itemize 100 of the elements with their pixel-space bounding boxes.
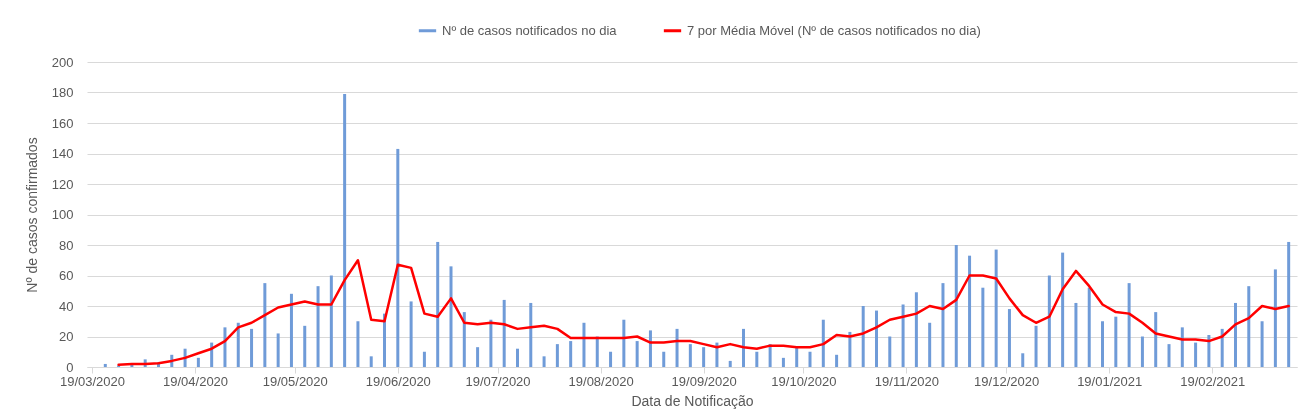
bar bbox=[343, 94, 347, 367]
bar bbox=[276, 333, 280, 367]
y-axis-title: Nº de casos confirmados bbox=[23, 137, 40, 293]
bar bbox=[1047, 275, 1051, 367]
bar bbox=[874, 310, 878, 367]
bar bbox=[1034, 325, 1038, 367]
bar bbox=[436, 241, 440, 367]
bar bbox=[954, 245, 958, 367]
bar bbox=[835, 354, 839, 367]
bar bbox=[941, 283, 945, 367]
bar bbox=[462, 312, 466, 367]
bar bbox=[329, 275, 333, 367]
bar bbox=[289, 293, 293, 367]
y-tick-label: 160 bbox=[51, 115, 74, 131]
bar bbox=[303, 325, 307, 367]
bar bbox=[662, 351, 666, 367]
bar bbox=[755, 351, 759, 367]
line-series bbox=[117, 259, 1290, 366]
x-axis-title: Data de Notificação bbox=[631, 392, 754, 409]
x-tick-label: 19/07/2020 bbox=[465, 373, 531, 389]
y-tick-label: 120 bbox=[51, 176, 74, 192]
x-tick-label: 19/08/2020 bbox=[568, 373, 634, 389]
bar bbox=[928, 322, 932, 367]
bar bbox=[422, 351, 426, 367]
bar bbox=[489, 319, 493, 367]
bar bbox=[1194, 342, 1198, 367]
bar bbox=[994, 249, 998, 367]
legend-label: 7 por Média Móvel (Nº de casos notificados no dia) bbox=[687, 22, 981, 38]
x-tick-label: 19/12/2020 bbox=[974, 373, 1040, 389]
bar bbox=[396, 148, 400, 367]
bar bbox=[1180, 327, 1184, 367]
y-tick-label: 60 bbox=[59, 268, 74, 283]
y-tick-label: 100 bbox=[51, 207, 74, 222]
bar bbox=[316, 286, 320, 367]
bar bbox=[1087, 287, 1091, 367]
bar bbox=[861, 306, 865, 367]
y-tick-label: 0 bbox=[66, 359, 74, 375]
bar bbox=[1233, 302, 1237, 367]
bar bbox=[609, 351, 613, 367]
y-tick-label: 40 bbox=[59, 298, 74, 314]
bar bbox=[728, 360, 732, 367]
bar bbox=[476, 347, 480, 367]
bar bbox=[1154, 312, 1158, 367]
bar bbox=[622, 319, 626, 367]
bar bbox=[1021, 353, 1025, 367]
bar bbox=[648, 330, 652, 367]
x-tick-label: 19/11/2020 bbox=[874, 373, 939, 389]
x-tick-label: 19/06/2020 bbox=[365, 373, 431, 389]
x-tick-label: 19/10/2020 bbox=[771, 373, 837, 389]
bar bbox=[1167, 344, 1171, 367]
bar bbox=[529, 302, 533, 367]
bar bbox=[515, 348, 519, 367]
bar bbox=[1061, 252, 1065, 367]
y-tick-label: 140 bbox=[51, 146, 74, 161]
bar bbox=[1260, 321, 1264, 367]
x-tick-label: 19/03/2020 bbox=[59, 373, 126, 389]
x-tick-label: 19/04/2020 bbox=[163, 373, 229, 389]
bar bbox=[914, 292, 918, 367]
bar bbox=[702, 347, 706, 367]
x-tick-label: 19/01/2021 bbox=[1077, 373, 1143, 389]
bar bbox=[236, 322, 240, 367]
bar bbox=[449, 266, 453, 367]
bar bbox=[542, 356, 546, 367]
bar bbox=[103, 363, 107, 367]
bar bbox=[555, 344, 559, 367]
bar bbox=[742, 328, 746, 367]
x-tick-label: 19/09/2020 bbox=[671, 373, 737, 389]
bar bbox=[595, 336, 599, 367]
bar bbox=[409, 301, 413, 367]
bar bbox=[196, 357, 200, 367]
bar bbox=[369, 356, 373, 367]
legend-label: Nº de casos notificados no dia bbox=[442, 22, 618, 38]
bar bbox=[1247, 286, 1251, 367]
y-tick-label: 80 bbox=[59, 237, 74, 253]
bar bbox=[848, 331, 852, 367]
x-tick-label: 19/05/2020 bbox=[262, 373, 328, 389]
bar bbox=[888, 336, 892, 367]
bar bbox=[223, 327, 227, 367]
bar bbox=[1273, 269, 1277, 367]
bar bbox=[981, 287, 985, 367]
bar bbox=[781, 357, 785, 367]
y-tick-label: 180 bbox=[51, 85, 74, 100]
bar bbox=[263, 283, 267, 367]
bar bbox=[795, 347, 799, 367]
bar bbox=[1220, 328, 1224, 367]
bar bbox=[968, 255, 972, 367]
bar bbox=[1207, 334, 1211, 367]
y-tick-label: 20 bbox=[59, 329, 74, 344]
bar bbox=[1114, 316, 1118, 367]
bar bbox=[582, 322, 586, 367]
bar bbox=[1287, 241, 1291, 367]
x-tick-label: 19/02/2021 bbox=[1180, 373, 1246, 389]
bar bbox=[569, 341, 573, 367]
bar bbox=[1074, 302, 1078, 367]
bar bbox=[502, 299, 506, 367]
bar bbox=[821, 319, 825, 367]
bar bbox=[635, 341, 639, 367]
bar bbox=[1007, 309, 1011, 367]
bar bbox=[1101, 321, 1105, 367]
bar bbox=[808, 351, 812, 367]
